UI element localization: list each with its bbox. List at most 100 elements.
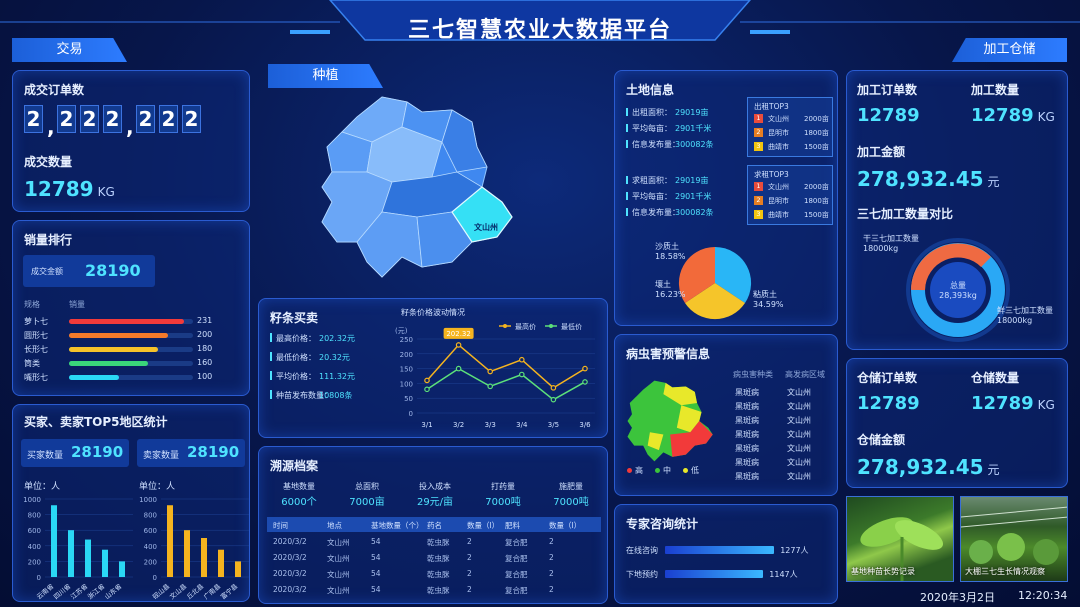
top3-title: 出租TOP3 (754, 102, 789, 111)
trace-cell: 54 (371, 537, 381, 546)
seedling-stat-label: 最低价格： (276, 353, 316, 362)
top5-bar (218, 549, 224, 577)
land-stat-value: 300082条 (675, 140, 714, 149)
qty-value: 12789 KG (24, 177, 115, 201)
seedling-marker (270, 333, 272, 342)
sales-rank-value: 180 (197, 344, 213, 353)
trace-col-header: 地点 (327, 521, 342, 530)
line-point[interactable] (455, 365, 462, 372)
top5-bar (201, 538, 207, 577)
line-xtick: 3/5 (548, 421, 559, 429)
pie-slice-loam (685, 283, 745, 320)
line-ytick: 250 (400, 336, 413, 344)
pie-label-sand: 沙质土 18.58% (655, 242, 686, 261)
line-point[interactable] (455, 342, 462, 348)
trace-col-header: 基地数量（个） (371, 521, 424, 530)
donut-dry (911, 243, 991, 291)
land-stat-label: 平均每亩： (632, 192, 672, 201)
trace-table-header (267, 517, 601, 532)
land-stat-value: 29019亩 (675, 176, 709, 185)
line-point[interactable] (487, 383, 494, 390)
line-ytick: 200 (400, 351, 413, 359)
storage-orders: 12789 (857, 393, 920, 414)
top5-bar (235, 561, 241, 577)
top5-ytick: 600 (28, 527, 41, 535)
top5-ytick: 800 (144, 512, 157, 520)
pest-legend-dot (627, 468, 632, 473)
top3-region: 文山州 (768, 115, 789, 123)
pest-region: 文山州 (787, 472, 811, 481)
trace-cell: 2020/3/2 (273, 553, 307, 562)
line-point[interactable] (582, 365, 588, 372)
top3-region: 昆明市 (768, 197, 789, 205)
top5-category: 文山县 (168, 581, 189, 601)
top5-category: 四川省 (52, 581, 73, 601)
trace-stat-label: 施肥量 (559, 482, 583, 491)
pest-region: 文山州 (787, 388, 811, 397)
trace-cell: 复合肥 (505, 538, 528, 547)
expert-panel: 专家咨询统计 在线咨询 1277人 下地预约 1147人 (614, 504, 838, 604)
pie-label-clay: 粘质土 34.59% (753, 290, 784, 309)
trace-col-header: 时间 (273, 521, 288, 530)
digit-separator: , (47, 115, 55, 139)
land-stat-label: 求租面积： (632, 176, 672, 185)
line-point[interactable] (487, 368, 494, 375)
soil-pie-chart (678, 246, 752, 320)
trace-col-header: 肥料 (505, 521, 520, 530)
land-title: 土地信息 (626, 83, 675, 97)
line-xtick: 3/6 (579, 421, 591, 429)
top3-region: 曲靖市 (768, 143, 789, 151)
line-point[interactable] (519, 356, 525, 363)
dry-label: 干三七加工数量 18000kg (863, 234, 919, 253)
line-point[interactable] (424, 377, 430, 384)
line-xtick: 3/4 (516, 421, 528, 429)
line-point[interactable] (550, 396, 557, 403)
sales-panel: 销量排行 成交金额 28190 规格 销量 萝卜七 231 圆形七 200 长形七 180… (12, 220, 250, 396)
top5-bar (119, 561, 125, 577)
top5-ytick: 1000 (139, 496, 157, 504)
top5-ytick: 0 (153, 574, 157, 582)
line-point[interactable] (519, 371, 525, 378)
top5-category: 云南省 (35, 581, 56, 601)
leaf-illustration (860, 517, 944, 581)
tab-plant[interactable]: 种植 (268, 64, 383, 88)
map-highlight-label: 文山州 (474, 223, 498, 232)
trace-cell: 2020/3/2 (273, 585, 307, 594)
photo-greenhouse[interactable]: 大棚三七生长情况观察 (960, 496, 1068, 582)
line-ytick: 0 (409, 410, 413, 418)
pie-slice-sand (678, 246, 715, 303)
trace-cell: 乾虫脒 (427, 586, 450, 595)
pest-legend-dot (655, 468, 660, 473)
top3-rank: 3 (754, 210, 763, 219)
storage-qty: 12789 KG (971, 393, 1055, 414)
top3-area: 1800亩 (804, 129, 829, 137)
storage-panel: 仓储订单数 12789 仓储数量 12789 KG 仓储金额 278,932.45… (846, 358, 1068, 488)
top5-ytick: 400 (144, 543, 157, 551)
trace-col-header: 药名 (427, 521, 442, 530)
trace-cell: 2 (549, 585, 554, 594)
sales-title: 销量排行 (24, 233, 73, 247)
order-digit: 2 (159, 105, 178, 133)
greenhouse-illustration (961, 506, 1067, 565)
pest-legend-label: 中 (663, 466, 671, 475)
tab-trade[interactable]: 交易 (12, 38, 127, 62)
line-ytick: 150 (400, 366, 413, 374)
top5-bar (102, 549, 108, 577)
expert-bar (665, 546, 775, 554)
pest-type: 黑斑病 (735, 402, 759, 411)
trace-stat-value: 7000吨 (485, 497, 521, 508)
line-point[interactable] (550, 385, 557, 391)
tab-process[interactable]: 加工仓储 (952, 38, 1067, 62)
process-orders: 12789 (857, 105, 920, 126)
top3-area: 1800亩 (804, 197, 829, 205)
line-point[interactable] (424, 386, 430, 393)
line-point[interactable] (582, 379, 588, 385)
top5-ytick: 800 (28, 512, 41, 520)
land-marker (626, 208, 628, 216)
line-tooltip (443, 327, 474, 339)
top5-title: 买家、卖家TOP5地区统计 (24, 415, 168, 429)
photo-seedling[interactable]: 基地种苗长势记录 (846, 496, 954, 582)
trace-cell: 2 (549, 553, 554, 562)
top5-bar-charts: 10008006004002000云南省四川省江苏省浙江省山东省10008006… (23, 496, 249, 601)
